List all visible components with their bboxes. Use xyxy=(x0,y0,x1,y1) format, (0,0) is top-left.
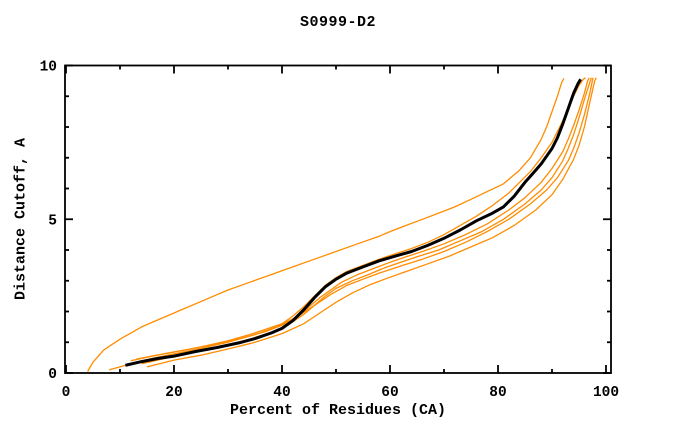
x-tick-label: 0 xyxy=(62,385,71,401)
curve-model-orange-6 xyxy=(146,77,597,368)
chart-title: S0999-D2 xyxy=(299,14,376,31)
x-axis-label: Percent of Residues (CA) xyxy=(229,402,447,419)
curve-model-highlighted xyxy=(125,78,582,367)
plot-frame xyxy=(64,64,612,374)
y-tick-label: 0 xyxy=(48,367,57,383)
curve-model-orange-1-outlier xyxy=(87,78,565,372)
y-tick-label: 10 xyxy=(40,60,57,76)
curve-model-orange-2 xyxy=(130,77,586,362)
curve-model-orange-5 xyxy=(109,77,594,371)
x-tick-label: 80 xyxy=(489,385,506,401)
x-tick-label: 60 xyxy=(381,385,398,401)
curve-model-orange-4 xyxy=(141,77,593,365)
y-tick-label: 5 xyxy=(48,213,57,229)
x-tick-label: 40 xyxy=(273,385,290,401)
x-tick-label: 20 xyxy=(165,385,182,401)
x-tick-label: 100 xyxy=(593,385,619,401)
curve-model-orange-3 xyxy=(136,77,590,360)
